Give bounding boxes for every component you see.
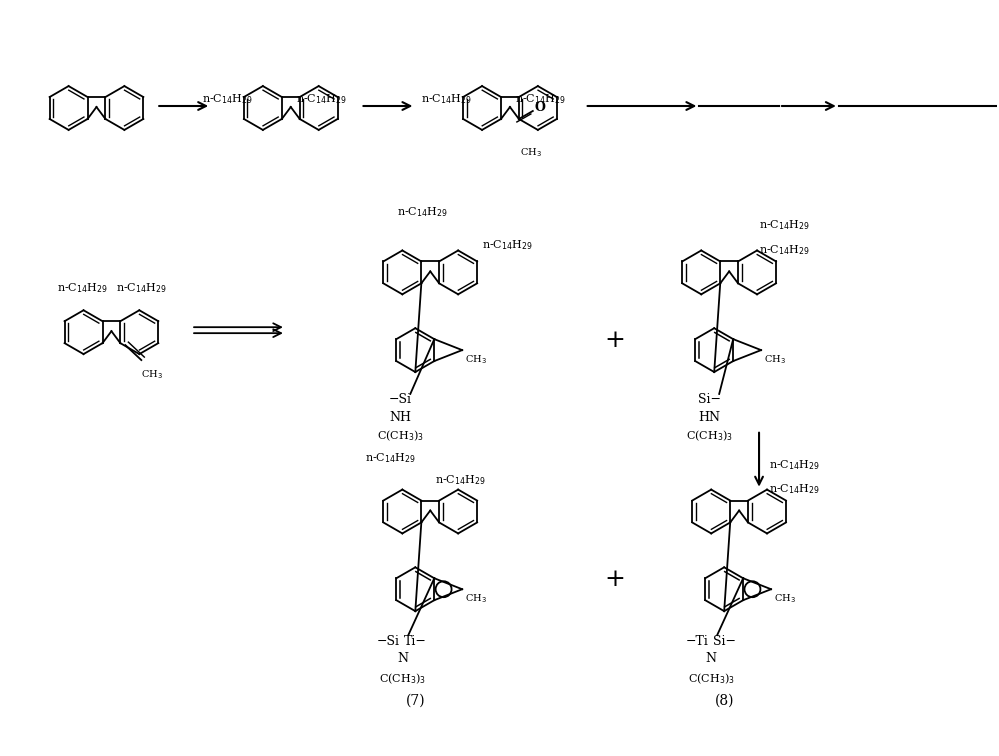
Text: n-C$_{14}$H$_{29}$: n-C$_{14}$H$_{29}$ [397, 205, 448, 218]
Text: n-C$_{14}$H$_{29}$: n-C$_{14}$H$_{29}$ [759, 243, 810, 257]
Text: −Si: −Si [377, 634, 400, 648]
Text: +: + [604, 329, 625, 352]
Text: n-C$_{14}$H$_{29}$: n-C$_{14}$H$_{29}$ [117, 281, 167, 296]
Text: n-C$_{14}$H$_{29}$: n-C$_{14}$H$_{29}$ [202, 92, 253, 106]
Text: C(CH$_3$)$_3$: C(CH$_3$)$_3$ [687, 671, 735, 686]
Text: n-C$_{14}$H$_{29}$: n-C$_{14}$H$_{29}$ [296, 92, 347, 106]
Text: n-C$_{14}$H$_{29}$: n-C$_{14}$H$_{29}$ [514, 92, 565, 106]
Text: n-C$_{14}$H$_{29}$: n-C$_{14}$H$_{29}$ [483, 239, 532, 253]
Text: (8): (8) [714, 694, 734, 708]
Text: n-C$_{14}$H$_{29}$: n-C$_{14}$H$_{29}$ [769, 482, 820, 497]
Text: C(CH$_3$)$_3$: C(CH$_3$)$_3$ [685, 429, 733, 443]
Text: n-C$_{14}$H$_{29}$: n-C$_{14}$H$_{29}$ [769, 458, 820, 472]
Text: (7): (7) [406, 694, 426, 708]
Text: O: O [534, 101, 545, 114]
Text: n-C$_{14}$H$_{29}$: n-C$_{14}$H$_{29}$ [436, 472, 486, 487]
Text: NH: NH [390, 411, 412, 424]
Text: CH$_3$: CH$_3$ [774, 592, 796, 605]
Text: −Ti: −Ti [686, 634, 708, 648]
Text: C(CH$_3$)$_3$: C(CH$_3$)$_3$ [379, 671, 426, 686]
Text: HN: HN [698, 411, 720, 424]
Text: CH$_3$: CH$_3$ [141, 368, 163, 381]
Text: CH$_3$: CH$_3$ [466, 592, 488, 605]
Text: n-C$_{14}$H$_{29}$: n-C$_{14}$H$_{29}$ [759, 218, 810, 232]
Text: N: N [397, 652, 408, 665]
Text: Si−: Si− [712, 634, 735, 648]
Text: C(CH$_3$)$_3$: C(CH$_3$)$_3$ [377, 429, 424, 443]
Text: +: + [604, 568, 625, 590]
Text: CH$_3$: CH$_3$ [519, 146, 541, 159]
Text: CH$_3$: CH$_3$ [466, 353, 488, 366]
Text: n-C$_{14}$H$_{29}$: n-C$_{14}$H$_{29}$ [422, 92, 473, 106]
Text: n-C$_{14}$H$_{29}$: n-C$_{14}$H$_{29}$ [57, 281, 107, 296]
Text: N: N [705, 652, 716, 665]
Text: Si−: Si− [697, 393, 720, 407]
Text: −Si: −Si [389, 393, 412, 407]
Text: Ti−: Ti− [404, 634, 427, 648]
Text: CH$_3$: CH$_3$ [764, 353, 786, 366]
Text: n-C$_{14}$H$_{29}$: n-C$_{14}$H$_{29}$ [366, 451, 417, 465]
